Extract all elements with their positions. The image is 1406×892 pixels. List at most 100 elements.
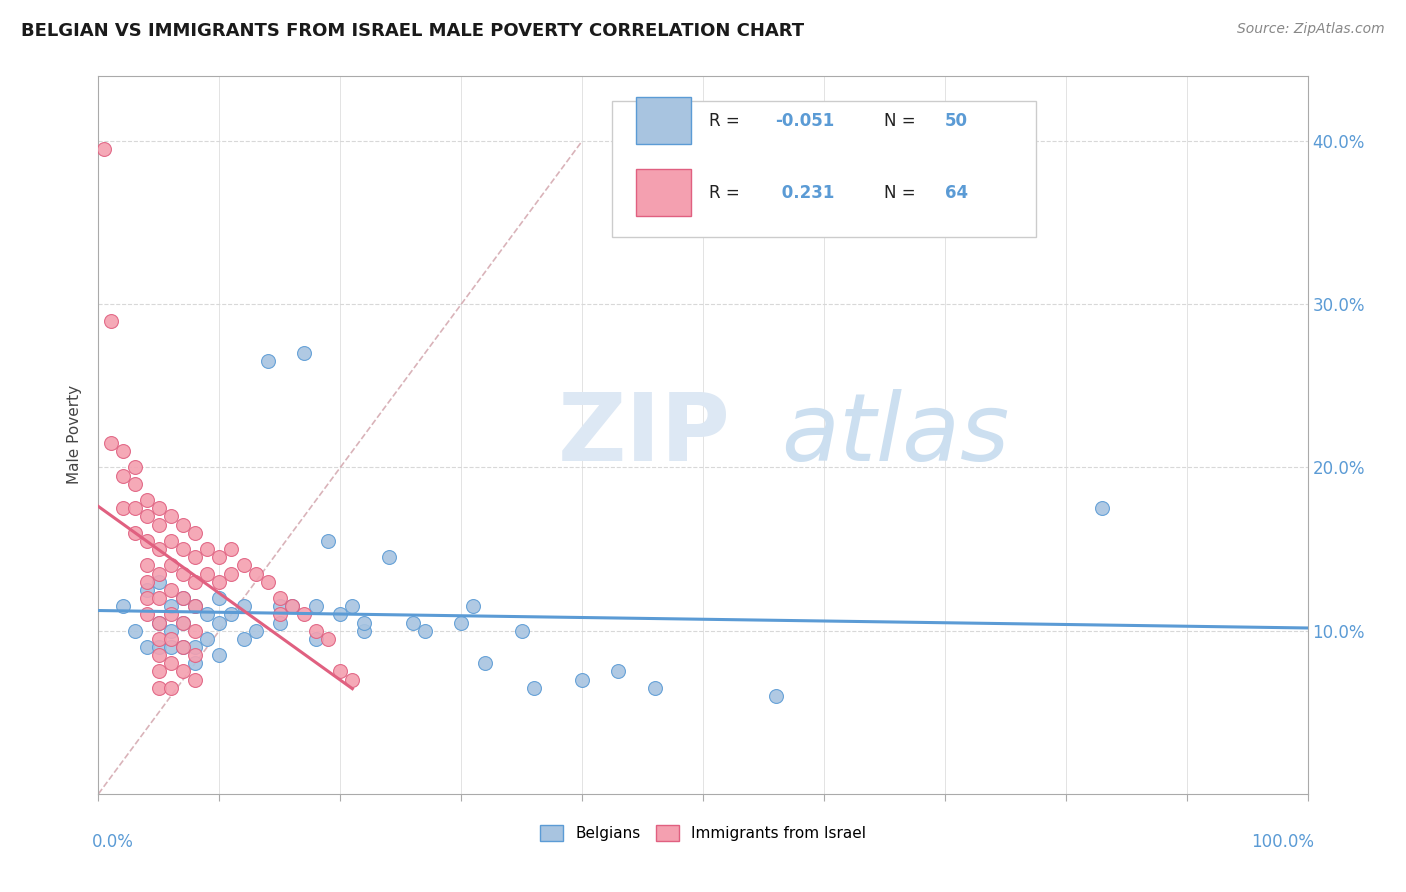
Point	[195, 542, 218, 557]
Text: -0.051: -0.051	[776, 112, 835, 129]
Point	[523, 681, 546, 695]
Point	[135, 607, 157, 622]
Text: Source: ZipAtlas.com: Source: ZipAtlas.com	[1237, 22, 1385, 37]
Point	[571, 673, 593, 687]
Point	[148, 632, 170, 646]
Point	[160, 533, 183, 548]
Point	[100, 313, 122, 327]
Point	[172, 591, 194, 605]
Point	[111, 501, 134, 516]
Point	[148, 591, 170, 605]
Point	[135, 509, 157, 524]
Point	[353, 624, 375, 638]
Point	[160, 509, 183, 524]
Point	[172, 542, 194, 557]
Point	[124, 525, 146, 540]
Point	[269, 615, 291, 630]
Point	[329, 607, 352, 622]
Point	[148, 615, 170, 630]
Point	[184, 648, 207, 662]
Y-axis label: Male Poverty: Male Poverty	[67, 385, 83, 484]
Point	[1091, 501, 1114, 516]
Point	[135, 582, 157, 597]
Point	[305, 599, 328, 614]
Text: N =: N =	[884, 184, 921, 202]
Point	[172, 615, 194, 630]
Point	[148, 517, 170, 532]
Point	[148, 665, 170, 679]
Point	[281, 599, 304, 614]
Point	[269, 591, 291, 605]
Point	[172, 566, 194, 581]
Point	[111, 468, 134, 483]
Point	[342, 673, 364, 687]
Point	[148, 648, 170, 662]
Point	[245, 566, 267, 581]
Text: 100.0%: 100.0%	[1250, 833, 1313, 851]
Point	[160, 558, 183, 573]
Point	[329, 665, 352, 679]
Point	[172, 640, 194, 654]
Point	[208, 648, 231, 662]
Legend: Belgians, Immigrants from Israel: Belgians, Immigrants from Israel	[534, 819, 872, 847]
Point	[100, 436, 122, 450]
Point	[135, 574, 157, 589]
Point	[184, 624, 207, 638]
Point	[124, 460, 146, 475]
Point	[232, 599, 254, 614]
Point	[93, 142, 115, 156]
Point	[221, 542, 243, 557]
Point	[256, 354, 278, 368]
Point	[124, 624, 146, 638]
Point	[184, 550, 207, 565]
Point	[148, 640, 170, 654]
Point	[208, 591, 231, 605]
Point	[316, 533, 339, 548]
Point	[402, 615, 425, 630]
Point	[135, 533, 157, 548]
Point	[184, 599, 207, 614]
Point	[148, 615, 170, 630]
Point	[184, 574, 207, 589]
Text: N =: N =	[884, 112, 921, 129]
Point	[269, 607, 291, 622]
Point	[172, 665, 194, 679]
Point	[474, 657, 496, 671]
Point	[208, 615, 231, 630]
Point	[305, 632, 328, 646]
Point	[135, 558, 157, 573]
Point	[292, 346, 315, 360]
Point	[184, 673, 207, 687]
Point	[316, 632, 339, 646]
Point	[148, 542, 170, 557]
Point	[184, 657, 207, 671]
Point	[765, 689, 787, 703]
Point	[221, 607, 243, 622]
Point	[160, 624, 183, 638]
Point	[148, 574, 170, 589]
Point	[135, 493, 157, 508]
Point	[160, 640, 183, 654]
Point	[148, 501, 170, 516]
Point	[172, 640, 194, 654]
Text: atlas: atlas	[782, 389, 1010, 481]
Point	[413, 624, 436, 638]
Point	[208, 574, 231, 589]
Point	[281, 599, 304, 614]
Point	[450, 615, 472, 630]
Point	[148, 566, 170, 581]
Point	[463, 599, 485, 614]
Point	[644, 681, 666, 695]
FancyBboxPatch shape	[637, 169, 690, 216]
Point	[184, 640, 207, 654]
Point	[160, 599, 183, 614]
Point	[377, 550, 399, 565]
Text: 50: 50	[945, 112, 967, 129]
Point	[195, 632, 218, 646]
Point	[124, 476, 146, 491]
Point	[160, 632, 183, 646]
Point	[232, 632, 254, 646]
Point	[135, 640, 157, 654]
Point	[135, 591, 157, 605]
Point	[172, 615, 194, 630]
